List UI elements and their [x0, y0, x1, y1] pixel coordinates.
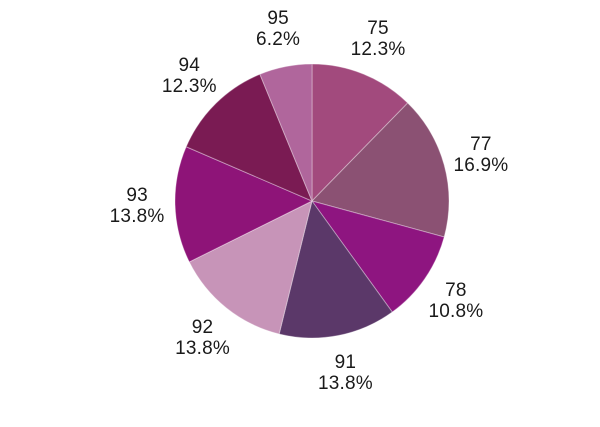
slice-label-percent: 13.8%: [317, 372, 373, 394]
slice-label-93: 93 13.8%: [110, 185, 165, 227]
slice-label-value: 92: [191, 316, 214, 338]
slice-label-78: 78 10.8%: [428, 280, 483, 322]
slice-label-percent: 10.8%: [428, 300, 484, 322]
pie-slice-77: [311, 102, 450, 238]
slice-label-value: 77: [470, 134, 492, 155]
pie-slice-78: [311, 200, 445, 313]
pie-slice-93: [174, 146, 313, 263]
slice-label-value: 95: [267, 8, 289, 30]
pie-slice-95: [259, 63, 313, 202]
slice-label-value: 94: [178, 55, 201, 77]
slice-label-91: 91 13.8%: [318, 352, 373, 394]
slice-label-94: 94 12.3%: [162, 55, 217, 97]
slice-label-percent: 12.3%: [350, 38, 406, 60]
slice-label-percent: 16.9%: [453, 155, 509, 176]
slice-label-percent: 13.8%: [175, 337, 230, 359]
slice-label-value: 78: [445, 279, 467, 301]
slice-label-value: 75: [367, 17, 389, 39]
pie-slice-94: [185, 73, 313, 202]
slice-label-value: 91: [334, 351, 357, 373]
pie-slice-75: [311, 63, 409, 202]
pie-slice-91: [278, 200, 393, 339]
slice-label-77: 77 16.9%: [453, 134, 508, 176]
slice-label-value: 93: [126, 184, 148, 206]
slice-label-percent: 12.3%: [161, 76, 217, 98]
pie-slice-92: [188, 200, 313, 335]
slice-label-75: 75 12.3%: [351, 18, 406, 60]
slice-label-92: 92 13.8%: [175, 317, 230, 359]
slice-label-percent: 6.2%: [256, 29, 301, 51]
slice-label-percent: 13.8%: [109, 205, 165, 227]
slice-label-95: 95 6.2%: [256, 8, 300, 50]
